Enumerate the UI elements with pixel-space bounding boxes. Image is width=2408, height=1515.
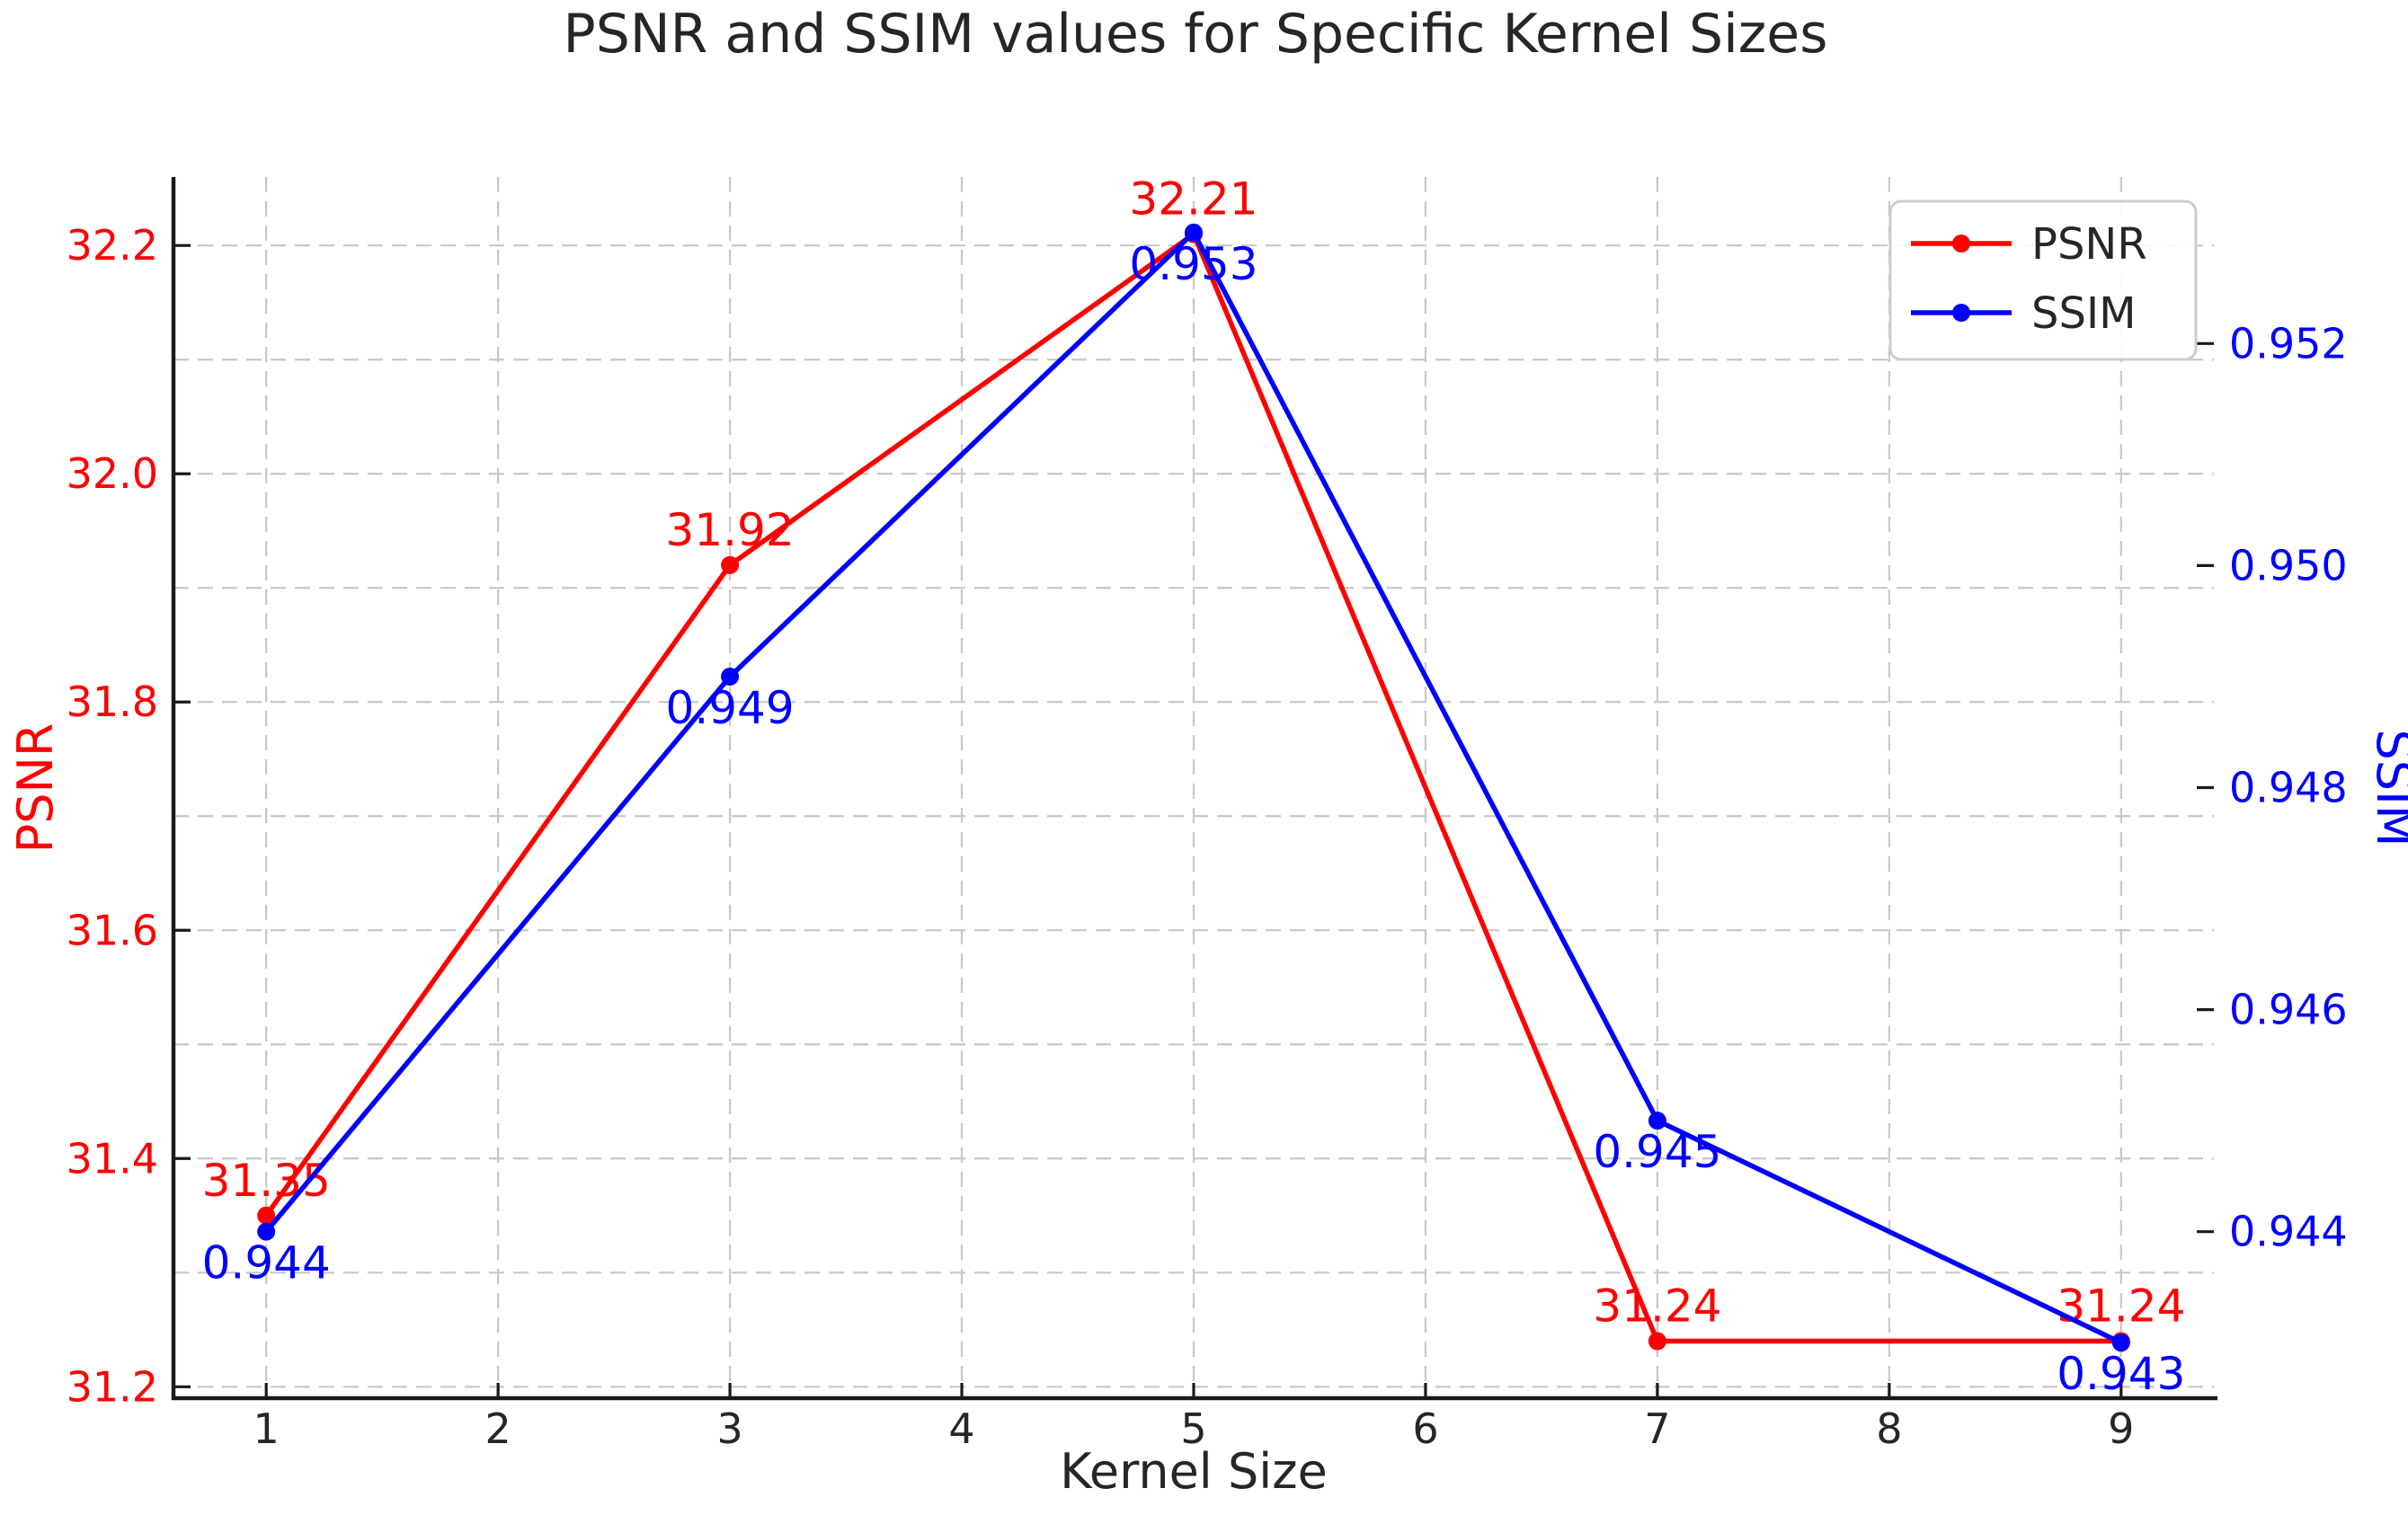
left-tick-label: 31.4 [67,1134,158,1183]
point-annotation-ssim: 0.953 [1129,238,1257,290]
point-annotation-ssim: 0.944 [202,1237,331,1289]
data-point-ssim [257,1222,276,1241]
legend-ssim-label: SSIM [2031,288,2137,339]
left-tick-label: 32.0 [67,449,158,498]
data-point-ssim [1185,223,1203,242]
data-point-ssim [1648,1112,1666,1130]
x-tick-label: 4 [948,1404,974,1453]
x-axis-label: Kernel Size [1060,1443,1328,1500]
point-annotation-ssim: 0.949 [666,682,795,734]
x-tick-label: 2 [484,1404,511,1453]
legend-ssim-marker-icon [1952,304,1970,322]
chart-title: PSNR and SSIM values for Specific Kernel… [564,3,1828,66]
left-tick-label: 31.6 [67,906,158,954]
data-point-psnr [257,1206,276,1225]
data-point-ssim [2111,1333,2130,1352]
legend-item-psnr: PSNR [1911,219,2147,270]
left-tick-label: 31.2 [67,1362,158,1411]
left-y-axis-label: PSNR [7,723,64,854]
x-tick-label: 3 [716,1404,742,1453]
right-tick-label: 0.950 [2229,541,2348,589]
point-annotation-psnr: 31.92 [666,504,795,556]
legend-item-ssim: SSIM [1911,288,2137,339]
right-y-axis-label: SSIM [2366,729,2408,846]
x-tick-label: 7 [1644,1404,1670,1453]
right-tick-label: 0.946 [2229,986,2348,1034]
plot-layers: 1 2 3 4 5 6 7 8 9 31.2 31.4 31.6 31.8 32.0 32.2 0.944 0.… [67,173,2348,1453]
point-annotation-psnr: 31.24 [1593,1280,1721,1332]
x-tick-label: 9 [2108,1404,2134,1453]
data-point-psnr [1648,1332,1666,1351]
point-annotation-ssim: 0.943 [2057,1348,2185,1400]
x-tick-label: 1 [253,1404,280,1453]
data-point-psnr [721,555,740,574]
right-tick-label: 0.952 [2229,319,2348,368]
x-tick-label: 6 [1412,1404,1438,1453]
point-annotation-psnr: 32.21 [1129,173,1257,226]
point-annotation-ssim: 0.945 [1593,1126,1721,1178]
legend-psnr-label: PSNR [2031,219,2147,270]
legend: PSNR SSIM [1888,199,2198,361]
data-point-ssim [721,667,740,686]
right-tick-label: 0.944 [2229,1208,2348,1256]
left-tick-label: 32.2 [67,221,158,270]
legend-psnr-marker-icon [1952,235,1970,252]
point-annotation-psnr: 31.24 [2057,1280,2185,1332]
x-tick-label: 5 [1180,1404,1206,1453]
x-tick-label: 8 [1876,1404,1902,1453]
right-tick-label: 0.948 [2229,764,2348,812]
left-tick-label: 31.8 [67,678,158,726]
